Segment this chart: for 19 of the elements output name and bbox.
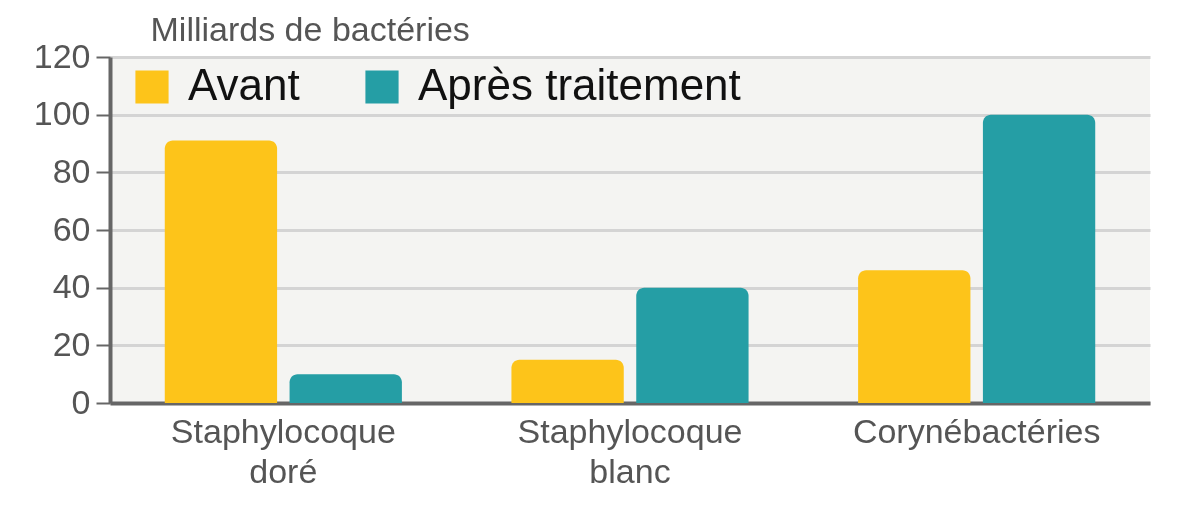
legend-label: Avant	[188, 60, 300, 109]
x-tick-label: Staphylocoque blanc	[517, 411, 743, 490]
x-tick-label: Staphylocoque doré	[170, 411, 396, 490]
bar	[636, 287, 749, 403]
bar	[982, 114, 1096, 403]
y-axis-title: Milliards de bactéries	[150, 9, 470, 48]
y-tick-label: 20	[52, 324, 91, 363]
bar	[511, 359, 624, 403]
bar	[289, 374, 402, 403]
y-tick-label: 80	[52, 151, 91, 190]
y-tick-label: 100	[33, 94, 91, 133]
y-tick-label: 0	[71, 382, 91, 421]
y-tick-label: 120	[33, 36, 91, 75]
x-tick-label: Corynébactéries	[852, 411, 1101, 450]
legend-label: Après traitement	[418, 60, 741, 109]
y-tick-label: 60	[52, 209, 91, 248]
y-tick-label: 40	[52, 267, 91, 306]
bar	[164, 140, 278, 403]
bar	[858, 270, 971, 403]
